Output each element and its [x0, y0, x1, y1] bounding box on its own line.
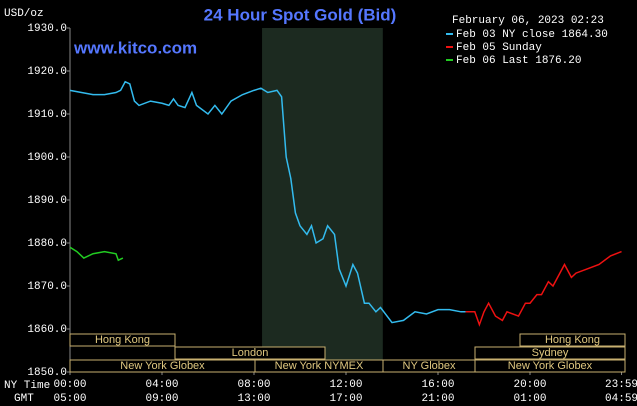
session-label: Hong Kong — [95, 334, 150, 346]
y-tick-label: 1870.0 — [27, 281, 67, 293]
x2-tick-label: 21:00 — [421, 393, 454, 405]
price-line — [69, 246, 124, 262]
website: www.kitco.com — [73, 38, 197, 57]
x2-tick-label: 09:00 — [145, 393, 178, 405]
x-tick-label: 08:00 — [237, 379, 270, 391]
y-tick-label: 1910.0 — [27, 109, 67, 121]
session-label: Hong Kong — [545, 334, 600, 346]
session-box — [474, 346, 626, 360]
y-tick-label: 1900.0 — [27, 152, 67, 164]
legend-label: Feb 03 NY close 1864.30 — [456, 29, 608, 41]
session-box — [174, 346, 326, 360]
y-tick-label: 1920.0 — [27, 66, 67, 78]
x-tick-label: 20:00 — [513, 379, 546, 391]
y-unit: USD/oz — [4, 8, 44, 20]
session-box — [519, 333, 626, 347]
x2-tick-label: 13:00 — [237, 393, 270, 405]
x-tick-label: 23:59 — [605, 379, 637, 391]
x-tick-label: 12:00 — [329, 379, 362, 391]
session-label: New York NYMEX — [275, 360, 364, 372]
session-label: London — [232, 347, 269, 359]
shaded-session — [262, 28, 383, 372]
x-tick-label: 00:00 — [53, 379, 86, 391]
y-tick-label: 1930.0 — [27, 23, 67, 35]
legend-label: Feb 05 Sunday — [456, 42, 542, 54]
timestamp: February 06, 2023 02:23 — [452, 15, 604, 27]
y-tick-label: 1860.0 — [27, 324, 67, 336]
session-box — [69, 333, 176, 347]
x2-tick-label: 01:00 — [513, 393, 546, 405]
session-label: Sydney — [532, 347, 569, 359]
x2-tick-label: 17:00 — [329, 393, 362, 405]
session-label: New York Globex — [508, 360, 593, 372]
x-tick-label: 16:00 — [421, 379, 454, 391]
x2-axis-label: GMT — [14, 393, 34, 405]
y-tick-label: 1880.0 — [27, 238, 67, 250]
x2-tick-label: 05:00 — [53, 393, 86, 405]
x-axis-label: NY Time — [4, 380, 50, 392]
x-tick-label: 04:00 — [145, 379, 178, 391]
legend-label: Feb 06 Last 1876.20 — [456, 55, 581, 67]
session-box — [474, 359, 626, 373]
session-label: NY Globex — [403, 360, 456, 372]
chart-title: 24 Hour Spot Gold (Bid) — [204, 5, 397, 24]
y-tick-label: 1890.0 — [27, 195, 67, 207]
price-line — [69, 80, 466, 324]
y-tick-label: 1850.0 — [27, 367, 67, 379]
session-label: New York Globex — [120, 360, 205, 372]
price-line — [465, 250, 622, 327]
x2-tick-label: 04:59 — [605, 393, 637, 405]
